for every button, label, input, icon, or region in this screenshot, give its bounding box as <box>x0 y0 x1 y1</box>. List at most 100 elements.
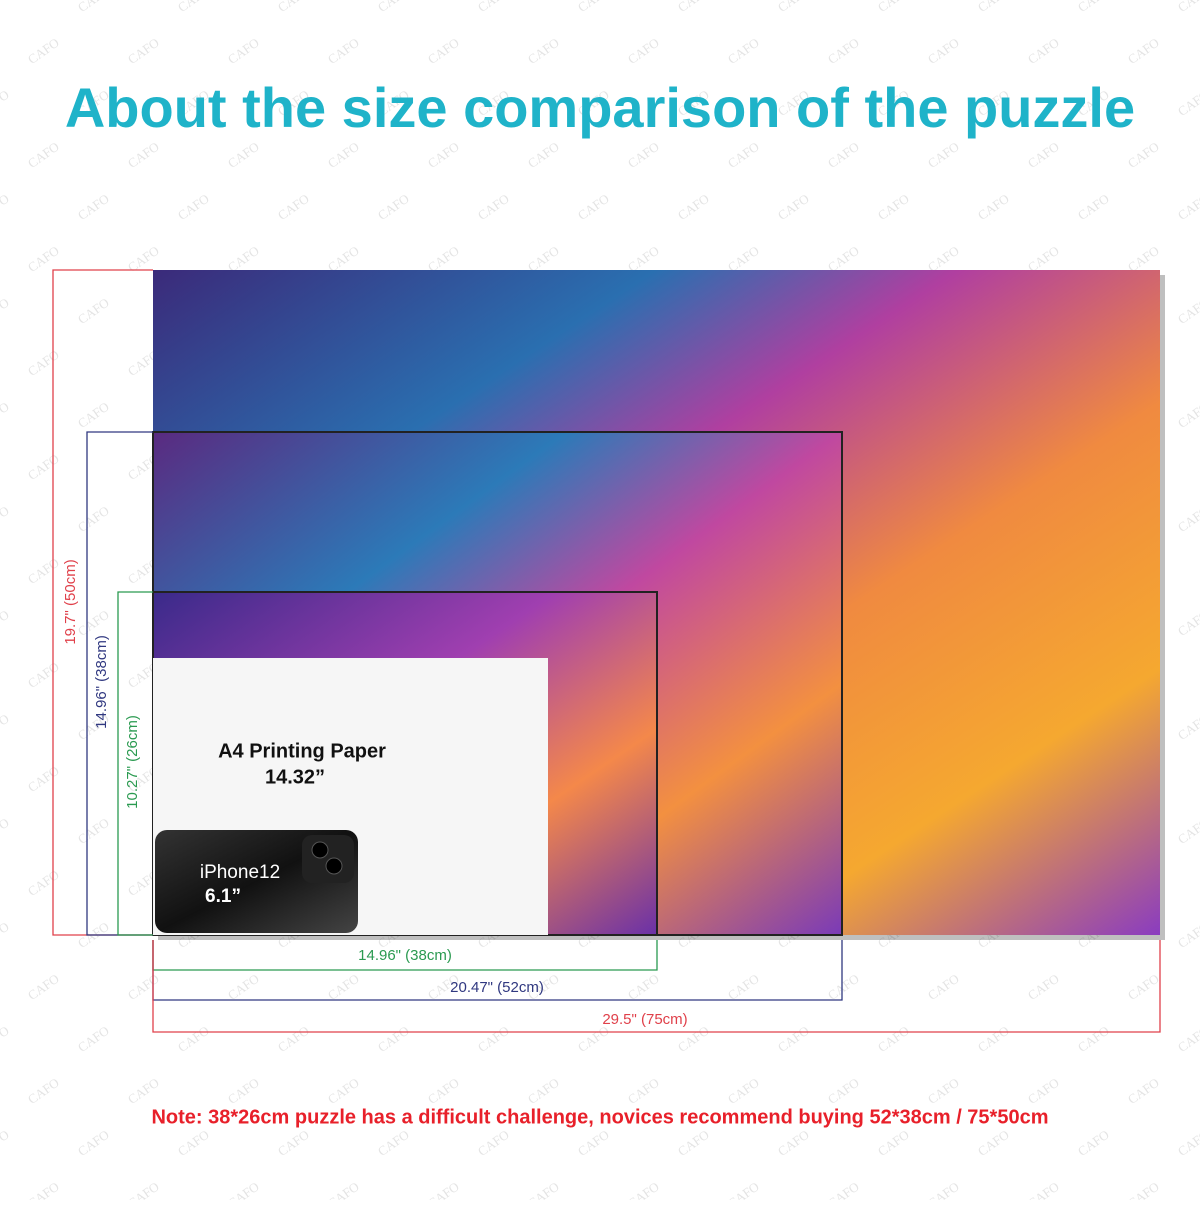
watermark: CAFO <box>725 139 762 171</box>
watermark: CAFO <box>325 139 362 171</box>
height-medium: 14.96" (38cm) <box>93 635 110 729</box>
watermark: CAFO <box>75 503 112 535</box>
watermark: CAFO <box>25 555 62 587</box>
watermark: CAFO <box>125 1075 162 1107</box>
watermark: CAFO <box>25 451 62 483</box>
watermark: CAFO <box>875 0 912 15</box>
watermark: CAFO <box>975 1127 1012 1159</box>
watermark: CAFO <box>825 1075 862 1107</box>
watermark: CAFO <box>375 1127 412 1159</box>
watermark: CAFO <box>1175 87 1200 119</box>
watermark: CAFO <box>1175 191 1200 223</box>
watermark: CAFO <box>1175 1127 1200 1159</box>
watermark: CAFO <box>25 1179 62 1200</box>
a4-title: A4 Printing Paper <box>218 740 386 762</box>
watermark: CAFO <box>1175 399 1200 431</box>
watermark: CAFO <box>925 1179 962 1200</box>
lens <box>325 857 343 875</box>
watermark: CAFO <box>1175 1023 1200 1055</box>
width-large: 29.5" (75cm) <box>602 1011 687 1028</box>
watermark: CAFO <box>0 295 12 327</box>
iphone-size: 6.1” <box>205 886 241 907</box>
watermark: CAFO <box>1125 971 1162 1003</box>
watermark: CAFO <box>175 191 212 223</box>
watermark: CAFO <box>675 191 712 223</box>
watermark: CAFO <box>525 35 562 67</box>
watermark: CAFO <box>625 1179 662 1200</box>
watermark: CAFO <box>925 1075 962 1107</box>
watermark: CAFO <box>1025 1075 1062 1107</box>
watermark: CAFO <box>1175 711 1200 743</box>
watermark: CAFO <box>825 1179 862 1200</box>
watermark: CAFO <box>75 399 112 431</box>
watermark: CAFO <box>875 1127 912 1159</box>
watermark: CAFO <box>275 1127 312 1159</box>
watermark: CAFO <box>0 503 12 535</box>
watermark: CAFO <box>775 1127 812 1159</box>
watermark: CAFO <box>25 35 62 67</box>
watermark: CAFO <box>75 815 112 847</box>
watermark: CAFO <box>425 1179 462 1200</box>
watermark: CAFO <box>325 35 362 67</box>
watermark: CAFO <box>1025 1179 1062 1200</box>
watermark: CAFO <box>275 0 312 15</box>
watermark: CAFO <box>725 971 762 1003</box>
watermark: CAFO <box>925 35 962 67</box>
watermark: CAFO <box>575 1127 612 1159</box>
watermark: CAFO <box>175 0 212 15</box>
watermark: CAFO <box>125 971 162 1003</box>
watermark: CAFO <box>725 1179 762 1200</box>
watermark: CAFO <box>125 139 162 171</box>
watermark: CAFO <box>0 711 12 743</box>
watermark: CAFO <box>0 0 12 15</box>
watermark: CAFO <box>75 1023 112 1055</box>
watermark: CAFO <box>425 35 462 67</box>
watermark: CAFO <box>25 347 62 379</box>
watermark: CAFO <box>25 1075 62 1107</box>
watermark: CAFO <box>1175 295 1200 327</box>
watermark: CAFO <box>525 139 562 171</box>
watermark: CAFO <box>375 1023 412 1055</box>
watermark: CAFO <box>925 139 962 171</box>
watermark: CAFO <box>625 971 662 1003</box>
watermark: CAFO <box>725 1075 762 1107</box>
watermark: CAFO <box>175 1023 212 1055</box>
watermark: CAFO <box>25 867 62 899</box>
watermark: CAFO <box>575 191 612 223</box>
watermark: CAFO <box>1075 1023 1112 1055</box>
watermark: CAFO <box>1075 1127 1112 1159</box>
watermark: CAFO <box>1175 607 1200 639</box>
watermark: CAFO <box>1025 971 1062 1003</box>
watermark: CAFO <box>25 659 62 691</box>
watermark: CAFO <box>825 971 862 1003</box>
watermark: CAFO <box>125 35 162 67</box>
watermark: CAFO <box>175 1127 212 1159</box>
watermark: CAFO <box>775 1023 812 1055</box>
watermark: CAFO <box>0 1023 12 1055</box>
watermark: CAFO <box>75 295 112 327</box>
watermark: CAFO <box>25 139 62 171</box>
title: About the size comparison of the puzzle <box>65 76 1135 139</box>
watermark: CAFO <box>275 191 312 223</box>
watermark: CAFO <box>525 1075 562 1107</box>
watermark: CAFO <box>0 1127 12 1159</box>
watermark: CAFO <box>625 1075 662 1107</box>
watermark: CAFO <box>525 1179 562 1200</box>
watermark: CAFO <box>625 35 662 67</box>
watermark: CAFO <box>225 971 262 1003</box>
watermark: CAFO <box>575 0 612 15</box>
watermark: CAFO <box>1175 503 1200 535</box>
watermark: CAFO <box>1125 139 1162 171</box>
watermark: CAFO <box>325 971 362 1003</box>
watermark: CAFO <box>975 1023 1012 1055</box>
watermark: CAFO <box>225 139 262 171</box>
watermark: CAFO <box>975 191 1012 223</box>
watermark: CAFO <box>825 35 862 67</box>
watermark: CAFO <box>225 1075 262 1107</box>
watermark: CAFO <box>475 191 512 223</box>
watermark: CAFO <box>75 191 112 223</box>
width-small: 14.96" (38cm) <box>358 947 452 964</box>
watermark: CAFO <box>475 1127 512 1159</box>
bracket-small-h <box>117 591 153 936</box>
